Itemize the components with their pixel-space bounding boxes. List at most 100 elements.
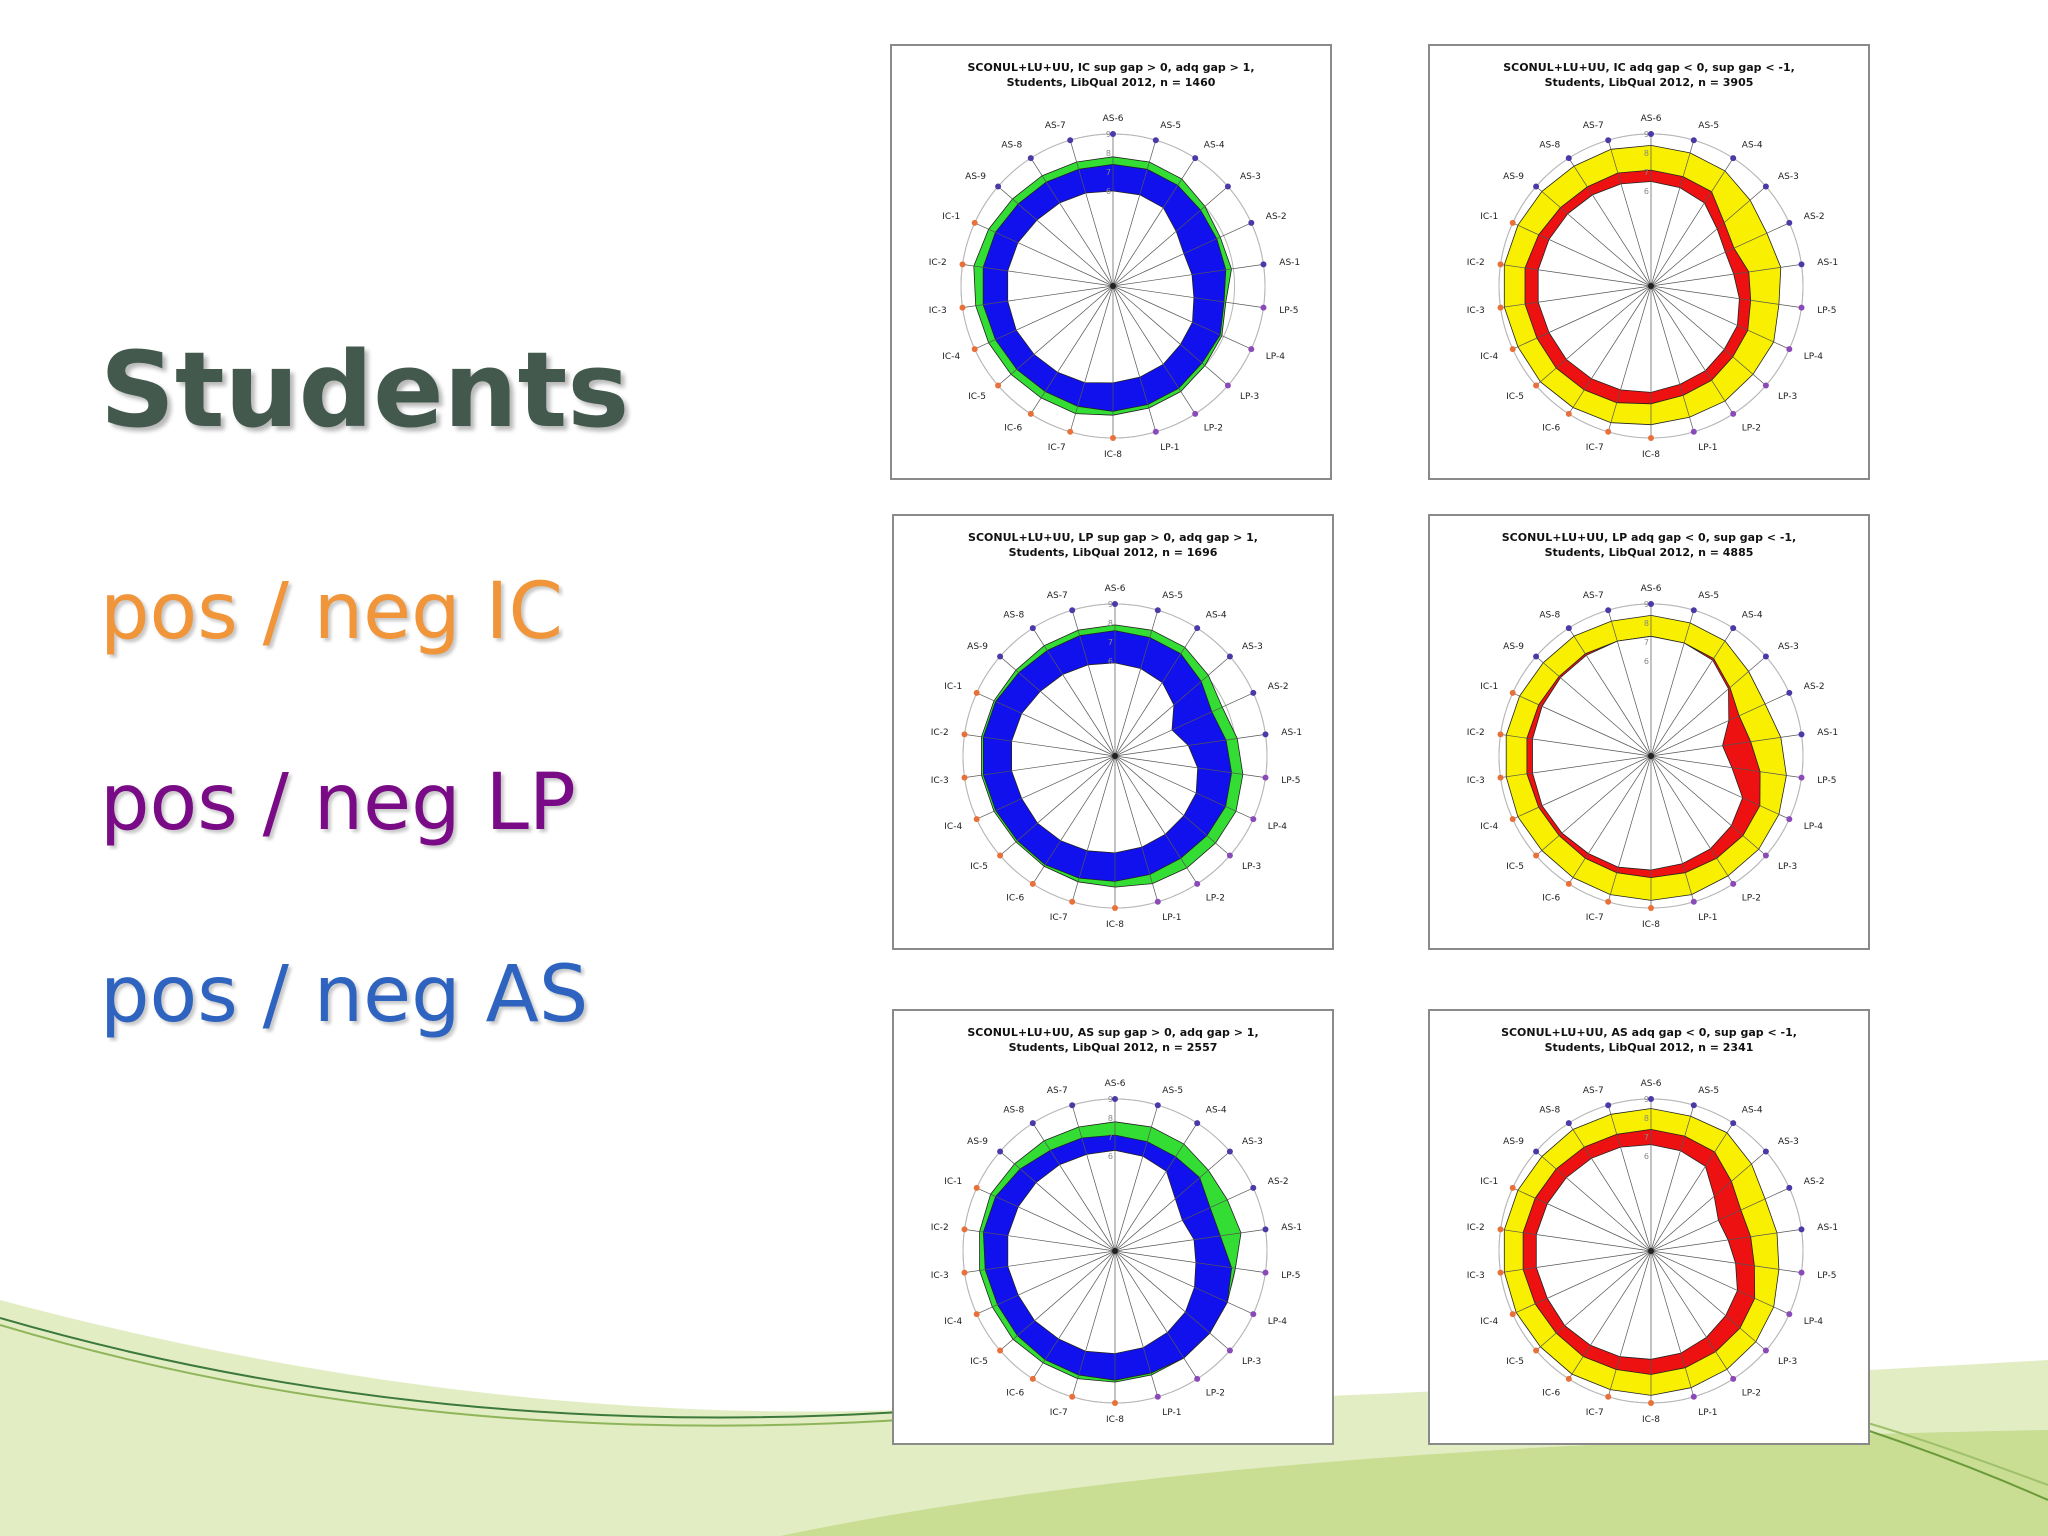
axis-label: LP-5 (1281, 1271, 1300, 1281)
chart-title-line2: Students, LibQual 2012, n = 4885 (1544, 546, 1754, 559)
axis-label: LP-3 (1240, 392, 1259, 402)
axis-marker (1069, 1102, 1076, 1109)
axis-marker (1497, 1226, 1504, 1233)
axis-label: LP-5 (1281, 776, 1300, 786)
axis-marker (1509, 1311, 1516, 1318)
axis-spoke (1607, 755, 1652, 902)
ring-label: 9 (1106, 130, 1111, 139)
axis-label: LP-5 (1817, 1271, 1836, 1281)
axis-marker (1509, 219, 1516, 226)
chart-title: SCONUL+LU+UU, AS sup gap > 0, adq gap > … (894, 1025, 1332, 1055)
axis-spoke (999, 656, 1116, 757)
axis-marker (1250, 689, 1257, 696)
ring-label: 8 (1644, 619, 1649, 628)
axis-marker (1069, 1393, 1076, 1400)
axis-marker (1648, 1096, 1654, 1102)
ring-label: 9 (1644, 600, 1649, 609)
axis-marker (1248, 346, 1255, 353)
axis-spoke (1032, 627, 1116, 757)
axis-marker (1605, 1393, 1612, 1400)
center-dot (1110, 283, 1116, 289)
axis-marker (997, 1148, 1004, 1155)
axis-marker (961, 1269, 968, 1276)
axis-label: AS-7 (1047, 591, 1068, 601)
ring-label: 7 (1644, 638, 1649, 647)
axis-marker (1226, 1347, 1233, 1354)
axis-marker (1509, 689, 1516, 696)
ring-label: 9 (1644, 130, 1649, 139)
axis-spoke (1650, 1151, 1767, 1252)
axis-marker (1112, 601, 1118, 607)
axis-spoke (974, 285, 1114, 350)
axis-spoke (1114, 1122, 1198, 1252)
axis-label: AS-4 (1206, 611, 1227, 621)
axis-label: LP-4 (1804, 822, 1823, 832)
axis-marker (1565, 410, 1572, 417)
axis-label: AS-1 (1817, 728, 1838, 738)
axis-marker (1605, 898, 1612, 905)
axis-spoke (1568, 157, 1652, 287)
axis-label: AS-5 (1162, 591, 1183, 601)
axis-marker (1762, 1148, 1769, 1155)
axis-marker (1565, 155, 1572, 162)
radar-chart: 9 8 7 6 AS-6 AS-5 AS-4 AS-3 AS-2 AS-1 LP-5 LP-4 LP-3… (929, 114, 1300, 460)
axis-marker (1497, 774, 1504, 781)
axis-spoke (1650, 627, 1734, 757)
axis-spoke (1114, 1151, 1231, 1252)
axis-spoke (999, 1250, 1116, 1351)
axis-marker (1690, 428, 1697, 435)
axis-label: IC-8 (1104, 450, 1122, 460)
axis-spoke (1071, 610, 1116, 757)
axis-spoke (1114, 755, 1266, 778)
axis-spoke (1650, 1187, 1790, 1252)
axis-marker (1250, 816, 1257, 823)
axis-label: IC-8 (1106, 920, 1124, 930)
axis-marker (1497, 261, 1504, 268)
axis-label: LP-1 (1162, 913, 1181, 923)
ring-label: 6 (1108, 657, 1113, 666)
chart-title: SCONUL+LU+UU, LP adq gap < 0, sup gap < … (1430, 530, 1868, 560)
radar-chart: 9 8 7 6 AS-6 AS-5 AS-4 AS-3 AS-2 AS-1 LP-5 LP-4 LP-3… (1467, 1079, 1838, 1425)
axis-label: IC-1 (1480, 212, 1498, 222)
axis-label: AS-2 (1268, 1177, 1289, 1187)
axis-label: AS-3 (1242, 642, 1263, 652)
center-dot (1648, 753, 1654, 759)
axis-marker (997, 1347, 1004, 1354)
axis-label: LP-5 (1817, 776, 1836, 786)
axis-spoke (1650, 692, 1790, 757)
axis-marker (1648, 131, 1654, 137)
axis-spoke (1535, 755, 1652, 856)
axis-spoke (1568, 755, 1652, 885)
axis-spoke (1650, 755, 1767, 856)
axis-marker (1509, 1184, 1516, 1191)
axis-marker (1605, 607, 1612, 614)
axis-label: IC-5 (1506, 1357, 1524, 1367)
axis-marker (1029, 625, 1036, 632)
chart-title: SCONUL+LU+UU, AS adq gap < 0, sup gap < … (1430, 1025, 1868, 1055)
center-dot (1112, 753, 1118, 759)
axis-spoke (1607, 140, 1652, 287)
axis-spoke (1114, 755, 1198, 885)
axis-marker (1605, 1102, 1612, 1109)
axis-label: AS-9 (1503, 1137, 1524, 1147)
axis-label: LP-1 (1160, 443, 1179, 453)
chart-title-line1: SCONUL+LU+UU, AS adq gap < 0, sup gap < … (1501, 1026, 1797, 1039)
axis-spoke (1112, 285, 1252, 350)
axis-label: IC-5 (970, 862, 988, 872)
axis-spoke (1030, 157, 1114, 287)
axis-marker (973, 816, 980, 823)
axis-spoke (1535, 656, 1652, 757)
ring-label: 7 (1108, 638, 1113, 647)
axis-spoke (1535, 285, 1652, 386)
axis-label: AS-7 (1583, 591, 1604, 601)
ring-label: 8 (1644, 1114, 1649, 1123)
axis-marker (1226, 1148, 1233, 1155)
axis-marker (1798, 1226, 1805, 1233)
axis-marker (1194, 1120, 1201, 1127)
axis-label: AS-2 (1266, 212, 1287, 222)
chart-title-line2: Students, LibQual 2012, n = 2341 (1544, 1041, 1754, 1054)
axis-spoke (1607, 1250, 1652, 1397)
axis-marker (961, 1226, 968, 1233)
axis-label: AS-6 (1105, 1079, 1126, 1089)
chart-title-line1: SCONUL+LU+UU, AS sup gap > 0, adq gap > … (967, 1026, 1259, 1039)
